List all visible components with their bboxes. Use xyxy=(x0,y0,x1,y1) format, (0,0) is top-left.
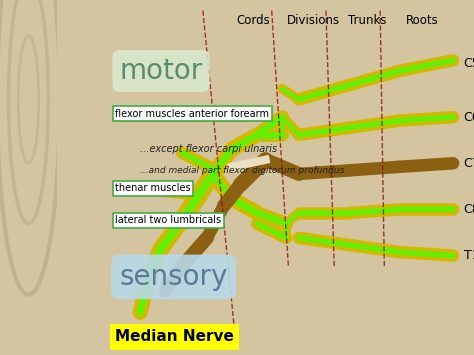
Text: Divisions: Divisions xyxy=(287,14,340,27)
Text: sensory: sensory xyxy=(119,263,228,291)
Text: lateral two lumbricals: lateral two lumbricals xyxy=(115,215,221,225)
Text: Cords: Cords xyxy=(236,14,270,27)
Text: C7: C7 xyxy=(464,157,474,170)
Text: Trunks: Trunks xyxy=(348,14,387,27)
Text: Roots: Roots xyxy=(405,14,438,27)
Text: ...except flexor carpi ulnaris: ...except flexor carpi ulnaris xyxy=(140,144,277,154)
Text: flexor muscles anterior forearm: flexor muscles anterior forearm xyxy=(115,109,269,119)
Text: C5: C5 xyxy=(464,58,474,70)
Text: C6: C6 xyxy=(464,111,474,124)
Text: C8: C8 xyxy=(464,203,474,216)
Text: thenar muscles: thenar muscles xyxy=(115,183,191,193)
Text: Median Nerve: Median Nerve xyxy=(115,329,234,344)
Text: motor: motor xyxy=(119,57,203,85)
Text: ...and medial part flexor digitorum profundus: ...and medial part flexor digitorum prof… xyxy=(140,166,345,175)
Text: T1: T1 xyxy=(464,249,474,262)
